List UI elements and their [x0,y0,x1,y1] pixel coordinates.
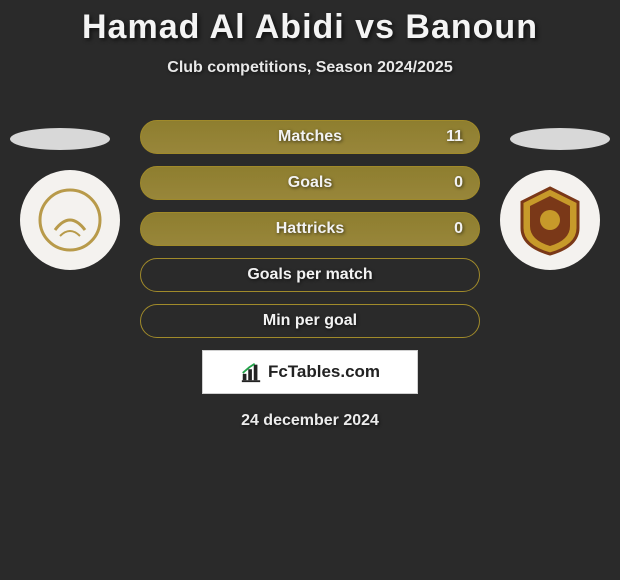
stat-row-goals-per-match: Goals per match [140,258,480,292]
club-badge-left [20,170,120,270]
subtitle: Club competitions, Season 2024/2025 [0,59,620,77]
stat-row-matches: Matches 11 [140,120,480,154]
crest-left-icon [30,180,110,260]
bar-chart-icon [240,361,262,383]
stat-label: Matches [278,128,342,146]
stat-value: 0 [454,174,463,192]
date-line: 24 december 2024 [140,412,480,430]
stat-value: 11 [446,128,463,146]
stat-row-goals: Goals 0 [140,166,480,200]
stat-label: Goals per match [247,266,372,284]
player-photo-placeholder-right [510,128,610,150]
crest-right-icon [510,180,590,260]
stat-row-min-per-goal: Min per goal [140,304,480,338]
page-title: Hamad Al Abidi vs Banoun [0,0,620,47]
stats-panel: Matches 11 Goals 0 Hattricks 0 Goals per… [140,120,480,430]
brand-badge[interactable]: FcTables.com [202,350,418,394]
club-badge-right [500,170,600,270]
player-photo-placeholder-left [10,128,110,150]
stat-label: Goals [288,174,332,192]
stat-label: Min per goal [263,312,357,330]
brand-text: FcTables.com [268,362,380,382]
stat-label: Hattricks [276,220,344,238]
stat-value: 0 [454,220,463,238]
stat-row-hattricks: Hattricks 0 [140,212,480,246]
